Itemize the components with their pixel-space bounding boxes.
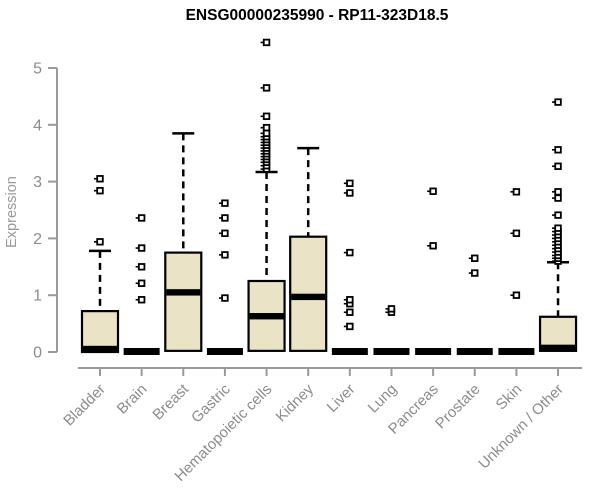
outlier-point: [554, 162, 562, 170]
collapsed-box: [415, 348, 452, 355]
x-tick-label: Prostate: [432, 381, 484, 433]
chart-title: ENSG00000235990 - RP11-323D18.5: [185, 7, 449, 24]
outlier-point: [429, 187, 437, 195]
outlier-point: [512, 291, 521, 299]
outlier-point: [137, 263, 146, 271]
box: [164, 251, 203, 352]
outlier-point: [221, 214, 229, 222]
outlier-point: [554, 211, 562, 219]
boxplot-group-unknown-other: [538, 98, 578, 352]
y-tick-label: 2: [33, 231, 42, 248]
collapsed-box: [331, 348, 368, 355]
outlier-point: [346, 179, 354, 188]
outlier-point: [262, 84, 271, 92]
boxplot-group-pancreas: [415, 187, 452, 355]
boxplot-group-skin: [498, 188, 535, 355]
median-line: [291, 293, 326, 301]
x-tick-label: Skin: [493, 381, 526, 414]
outlier-point: [512, 229, 521, 237]
outlier-point: [554, 224, 562, 232]
outlier-point: [262, 38, 271, 47]
median-line: [166, 289, 201, 296]
outlier-point: [346, 248, 354, 257]
outlier-point: [346, 189, 354, 197]
outlier-point: [346, 296, 354, 304]
outlier-point: [471, 269, 479, 277]
boxplot-group-hematopoietic-cells: [247, 38, 286, 352]
outlier-point: [221, 229, 229, 237]
outlier-point: [262, 123, 271, 132]
x-tick-label: Brain: [114, 381, 151, 418]
outlier-point: [221, 251, 229, 259]
boxplot-group-lung: [373, 305, 410, 355]
outlier-point: [346, 308, 354, 316]
outlier-point: [137, 214, 146, 222]
outlier-point: [554, 146, 562, 154]
boxplot-group-bladder: [80, 175, 120, 354]
x-tick-label: Kidney: [273, 380, 318, 425]
x-tick-label: Bladder: [60, 381, 109, 430]
collapsed-box: [123, 348, 160, 355]
boxplot-group-brain: [123, 214, 160, 355]
outlier-point: [96, 186, 104, 195]
outlier-point: [96, 238, 104, 246]
collapsed-box: [206, 348, 243, 355]
outlier-point: [554, 188, 562, 196]
outlier-point: [137, 279, 146, 287]
outlier-point: [262, 129, 271, 138]
outlier-point: [137, 296, 146, 304]
x-tick-label: Lung: [365, 381, 401, 417]
boxplot-group-gastric: [206, 199, 243, 355]
median-line: [249, 313, 284, 320]
median-line: [83, 345, 117, 353]
outlier-point: [221, 199, 229, 207]
y-tick-label: 1: [33, 288, 42, 305]
y-tick-label: 4: [33, 117, 42, 134]
outlier-point: [554, 194, 562, 202]
y-tick-label: 3: [33, 174, 42, 191]
outlier-point: [429, 242, 437, 250]
outlier-point: [471, 254, 479, 262]
median-line: [541, 344, 576, 352]
outlier-point: [262, 112, 271, 120]
y-tick-label: 5: [33, 61, 42, 78]
boxplot-group-kidney: [289, 146, 328, 352]
collapsed-box: [456, 348, 493, 355]
outlier-point: [512, 188, 521, 196]
boxplot-group-prostate: [456, 254, 493, 355]
y-tick-label: 0: [33, 345, 42, 362]
x-tick-label: Liver: [324, 381, 359, 416]
collapsed-box: [498, 348, 535, 355]
boxplot-group-breast: [164, 132, 203, 352]
boxplot-group-liver: [331, 179, 368, 355]
x-tick-label: Breast: [149, 380, 192, 423]
outlier-point: [137, 244, 146, 252]
outlier-point: [221, 294, 229, 302]
collapsed-box: [373, 348, 410, 355]
outlier-point: [96, 175, 104, 183]
outlier-point: [387, 305, 396, 313]
outlier-point: [346, 322, 354, 331]
y-axis-title: Expression: [4, 176, 20, 248]
outlier-point: [554, 98, 562, 106]
